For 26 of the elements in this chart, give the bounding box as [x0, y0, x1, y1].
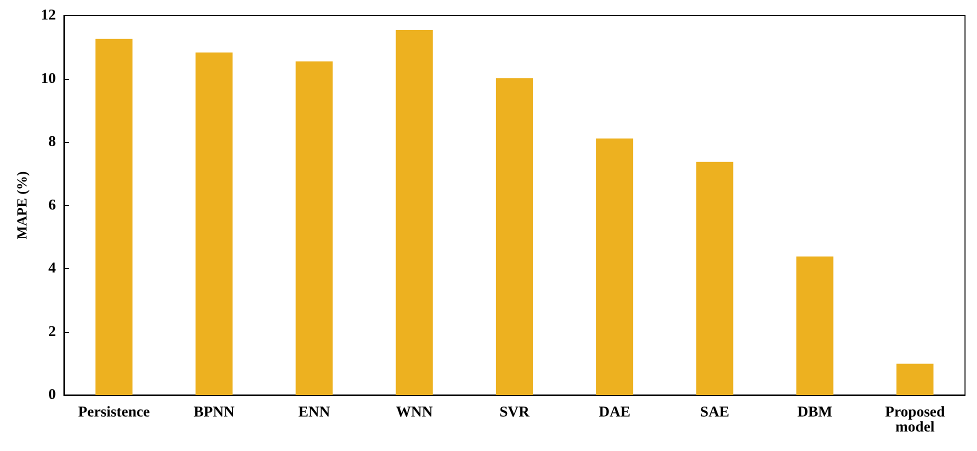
bar	[696, 162, 734, 395]
bar	[396, 30, 433, 395]
y-tick-label: 2	[48, 324, 56, 340]
x-tick-label: SVR	[499, 404, 530, 420]
y-axis-title: MAPE (%)	[16, 170, 30, 240]
y-tick-label: 6	[48, 197, 56, 214]
bar	[496, 78, 533, 395]
bar	[796, 256, 834, 395]
x-tick-label: DBM	[797, 404, 832, 420]
x-tick-label: Persistence	[78, 404, 150, 420]
x-tick-label: WNN	[396, 404, 433, 420]
x-tick-label: SAE	[700, 404, 730, 420]
bar	[95, 38, 132, 395]
y-tick-label: 0	[48, 387, 56, 403]
bar	[296, 61, 333, 395]
y-tick-label: 8	[48, 134, 56, 150]
bar	[196, 52, 233, 395]
x-tick-label: BPNN	[194, 404, 235, 420]
x-tick-label: Proposed model	[885, 404, 946, 436]
x-tick-label: DAE	[598, 404, 630, 420]
x-tick-label: ENN	[298, 404, 330, 420]
y-tick-label: 10	[40, 70, 56, 87]
y-tick-label: 4	[48, 260, 56, 276]
bar	[896, 364, 934, 395]
y-tick-label: 12	[40, 8, 56, 24]
bar	[596, 138, 634, 395]
